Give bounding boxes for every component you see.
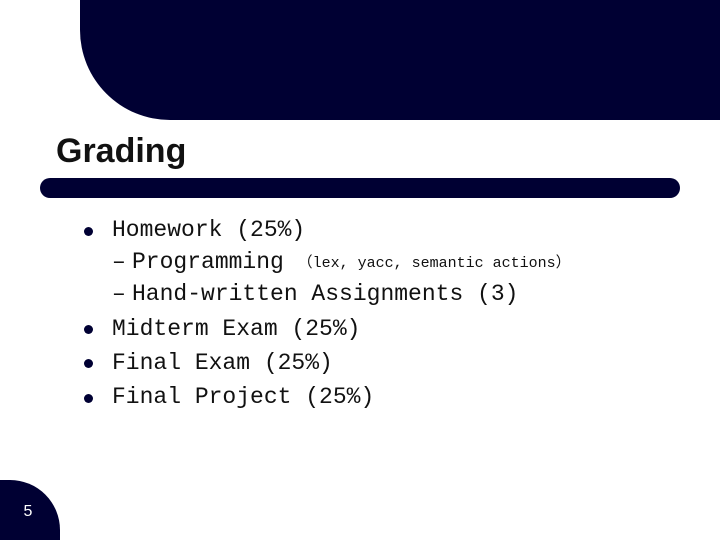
list-item: Final Project (25%) <box>84 381 664 413</box>
sub-item: Hand-written Assignments (3) <box>112 278 664 310</box>
slide-title: Grading <box>56 132 186 171</box>
corner-decoration <box>80 0 720 120</box>
slide: Grading Homework (25%) Programming （lex,… <box>0 0 720 540</box>
title-underline <box>40 178 680 198</box>
item-label: Midterm Exam (25%) <box>112 316 360 342</box>
list-item: Homework (25%) Programming （lex, yacc, s… <box>84 214 664 311</box>
list-item: Final Exam (25%) <box>84 347 664 379</box>
page-number: 5 <box>14 500 42 524</box>
sub-item-label: Programming <box>132 249 284 275</box>
item-label: Final Exam (25%) <box>112 350 333 376</box>
sub-item-label: Hand-written Assignments (3) <box>132 281 518 307</box>
item-label: Final Project (25%) <box>112 384 374 410</box>
sub-item-note: （lex, yacc, semantic actions） <box>298 255 571 272</box>
slide-body: Homework (25%) Programming （lex, yacc, s… <box>84 214 664 415</box>
list-item: Midterm Exam (25%) <box>84 313 664 345</box>
item-label: Homework (25%) <box>112 217 305 243</box>
sub-item: Programming （lex, yacc, semantic actions… <box>112 246 664 278</box>
